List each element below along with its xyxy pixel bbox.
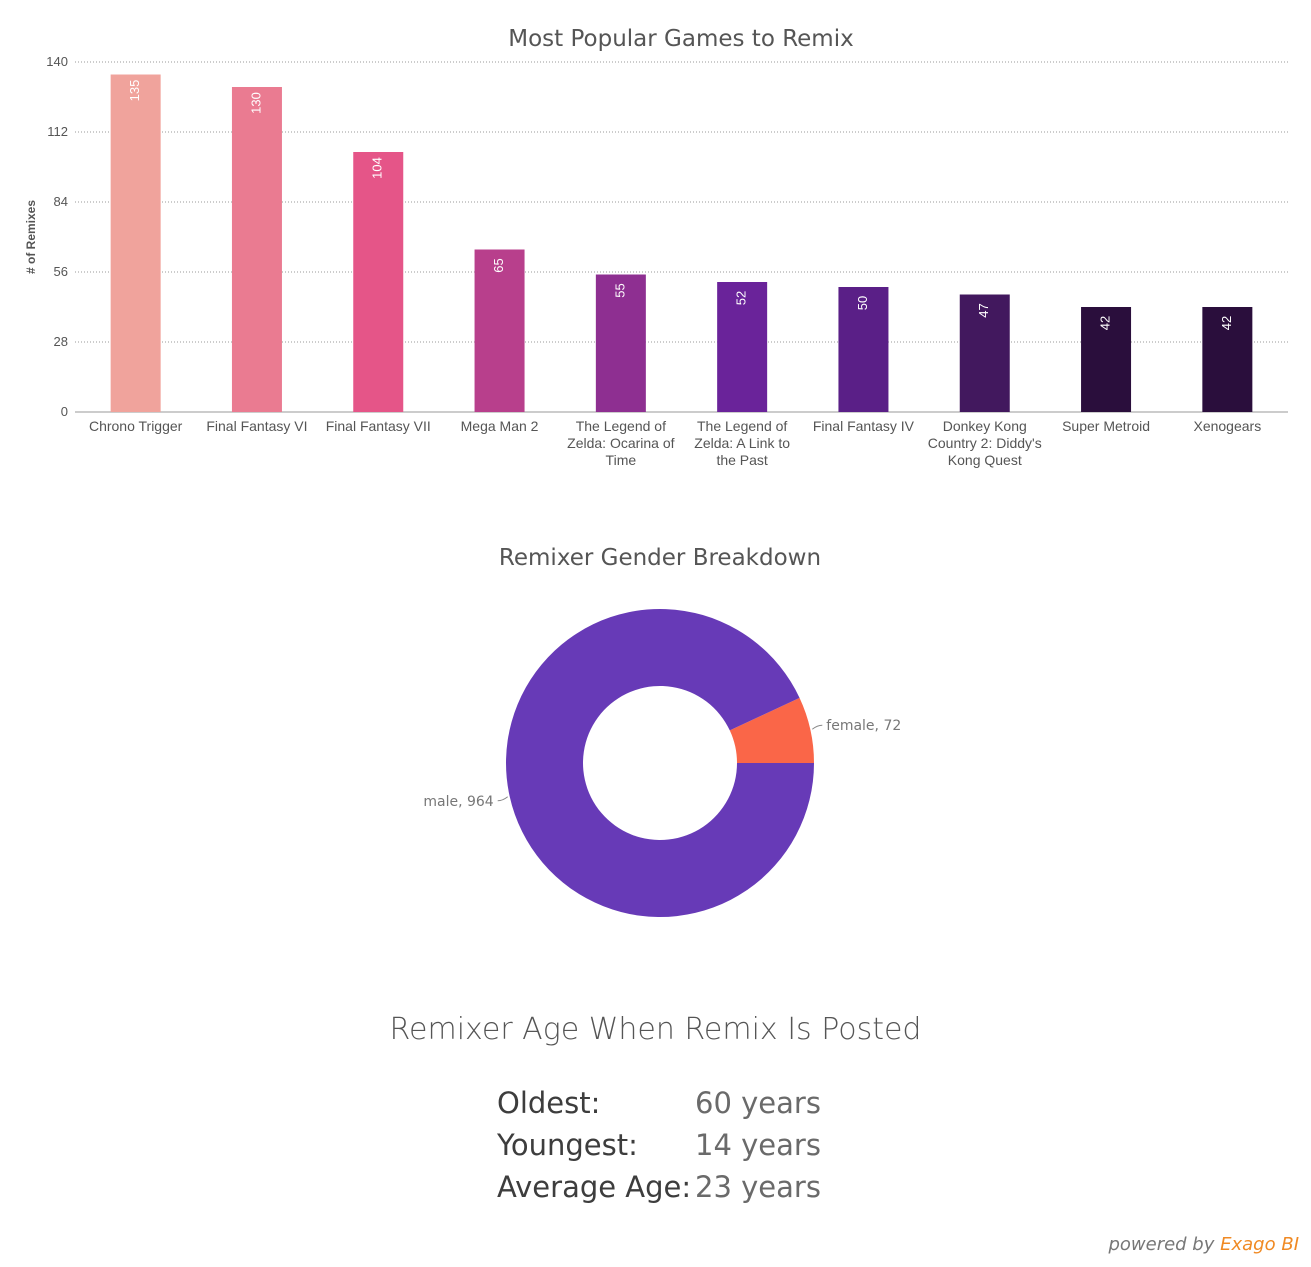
slice-label: female, 72 xyxy=(826,718,901,734)
age-section-title: Remixer Age When Remix Is Posted xyxy=(389,1012,922,1047)
age-stats: Oldest: 60 years Youngest: 14 years Aver… xyxy=(497,1082,821,1208)
powered-by-text: powered by xyxy=(1108,1234,1215,1255)
y-tick-label: 0 xyxy=(61,404,68,419)
bar xyxy=(353,152,404,412)
age-label: Average Age: xyxy=(497,1170,692,1204)
x-tick-label: Final Fantasy VI xyxy=(206,418,307,434)
x-tick-label: Final Fantasy VII xyxy=(326,418,431,434)
x-tick-label: Final Fantasy IV xyxy=(813,418,915,434)
x-tick-label: Chrono Trigger xyxy=(89,418,183,434)
age-row-oldest: Oldest: 60 years xyxy=(497,1082,821,1124)
age-row-youngest: Youngest: 14 years xyxy=(497,1124,821,1166)
brand-link[interactable]: Exago BI xyxy=(1220,1234,1299,1255)
data-label: 135 xyxy=(127,80,142,102)
chart-title: Most Popular Games to Remix xyxy=(508,26,853,52)
bar xyxy=(231,87,282,412)
bar xyxy=(1081,307,1132,412)
x-tick-label: Mega Man 2 xyxy=(461,418,539,434)
age-value: 60 years xyxy=(695,1086,821,1120)
pie-slice xyxy=(729,697,814,763)
data-label: 47 xyxy=(976,303,991,317)
y-axis-label: # of Remixes xyxy=(24,200,38,274)
x-tick-label: Xenogears xyxy=(1193,418,1261,434)
x-tick-label: The Legend of Zelda: A Link to the Past xyxy=(694,418,790,468)
data-label: 42 xyxy=(1219,316,1234,330)
bar xyxy=(959,294,1010,412)
y-tick-label: 140 xyxy=(46,54,68,69)
y-tick-label: 112 xyxy=(47,124,68,139)
age-value: 23 years xyxy=(695,1170,821,1204)
bar-chart: Most Popular Games to Remix 0 28 56 84 112 140… xyxy=(24,26,1288,468)
leader-line xyxy=(497,796,509,802)
data-label: 50 xyxy=(855,296,870,310)
leader-line xyxy=(811,724,823,730)
y-tick-label: 84 xyxy=(54,194,68,209)
y-tick-label: 56 xyxy=(54,264,68,279)
bar xyxy=(717,282,768,412)
bar xyxy=(595,274,646,412)
data-label: 130 xyxy=(248,92,263,114)
bar xyxy=(838,287,889,412)
donut-chart: Remixer Gender Breakdown female, 72 male, … xyxy=(423,545,901,918)
data-label: 104 xyxy=(370,157,385,179)
pie-slice xyxy=(505,609,814,918)
bar xyxy=(1202,307,1253,412)
powered-by-footer: powered by Exago BI xyxy=(1108,1234,1299,1255)
age-label: Oldest: xyxy=(497,1086,601,1120)
x-tick-label: The Legend of Zelda: Ocarina of Time xyxy=(567,418,674,468)
y-tick-label: 28 xyxy=(54,334,68,349)
slice-label: male, 964 xyxy=(423,794,493,810)
bar xyxy=(474,249,525,412)
age-label: Youngest: xyxy=(497,1128,638,1162)
data-label: 42 xyxy=(1097,316,1112,330)
age-row-average: Average Age: 23 years xyxy=(497,1166,821,1208)
data-label: 52 xyxy=(734,291,749,305)
data-label: 55 xyxy=(612,283,627,297)
chart-title: Remixer Gender Breakdown xyxy=(499,545,821,571)
age-value: 14 years xyxy=(695,1128,821,1162)
bar xyxy=(110,74,161,412)
x-tick-label: Donkey Kong Country 2: Diddy's Kong Quest xyxy=(928,418,1042,468)
x-tick-label: Super Metroid xyxy=(1062,418,1150,434)
data-label: 65 xyxy=(491,258,506,272)
